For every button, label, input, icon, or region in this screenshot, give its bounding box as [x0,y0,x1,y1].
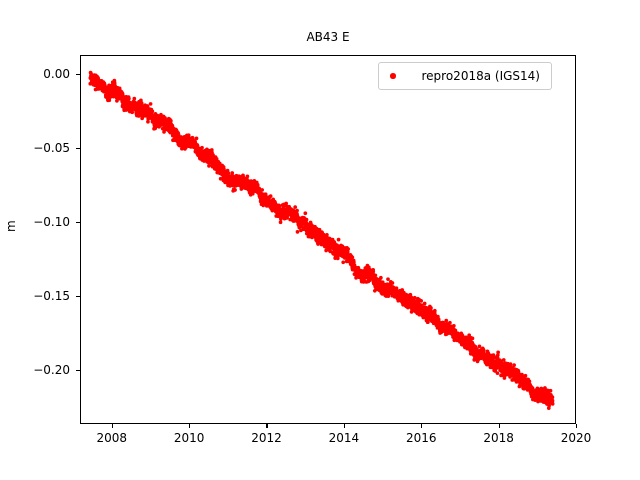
y-axis-tick-label: −0.10 [33,215,70,230]
x-axis-tick-mark [421,424,423,428]
x-axis-tick-label: 2012 [251,431,282,445]
y-axis-tick-mark [76,222,80,224]
y-axis-tick-mark [76,296,80,298]
x-axis-tick-mark [343,424,345,428]
x-axis-tick-label: 2010 [173,431,205,445]
y-axis-tick-label: −0.05 [33,141,70,156]
x-axis-tick-label: 2020 [560,431,592,445]
y-axis-tick-mark [76,370,80,372]
scatter-series-repro2018a [88,70,555,410]
x-axis-tick-label: 2008 [96,431,127,445]
page-title: AB43 E [306,30,350,44]
plot-area [80,55,576,424]
y-axis-tick-label: −0.15 [33,289,70,304]
x-axis-tick-mark [498,424,500,428]
x-axis-tick-label: 2016 [405,431,437,445]
y-axis-tick-label: 0.00 [43,67,70,82]
y-axis-tick-label: −0.20 [33,363,70,378]
legend[interactable]: repro2018a (IGS14) [378,62,552,90]
legend-item-label: repro2018a (IGS14) [421,69,540,83]
x-axis-tick-mark [189,424,191,428]
x-axis-tick-mark [576,424,578,428]
x-axis-tick-label: 2018 [483,431,514,445]
legend-marker-icon [390,73,396,79]
x-axis-tick-mark [111,424,113,428]
x-axis-tick-mark [266,424,268,428]
x-axis-tick-label: 2014 [328,431,360,445]
y-axis-tick-mark [76,148,80,150]
y-axis-tick-mark [76,74,80,76]
